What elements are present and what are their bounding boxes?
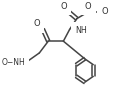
Text: O−NH: O−NH: [1, 58, 25, 67]
Text: O: O: [60, 2, 67, 11]
Text: O: O: [34, 19, 40, 28]
Text: NH: NH: [75, 26, 87, 35]
Text: O: O: [85, 2, 92, 11]
Text: O: O: [102, 7, 108, 16]
